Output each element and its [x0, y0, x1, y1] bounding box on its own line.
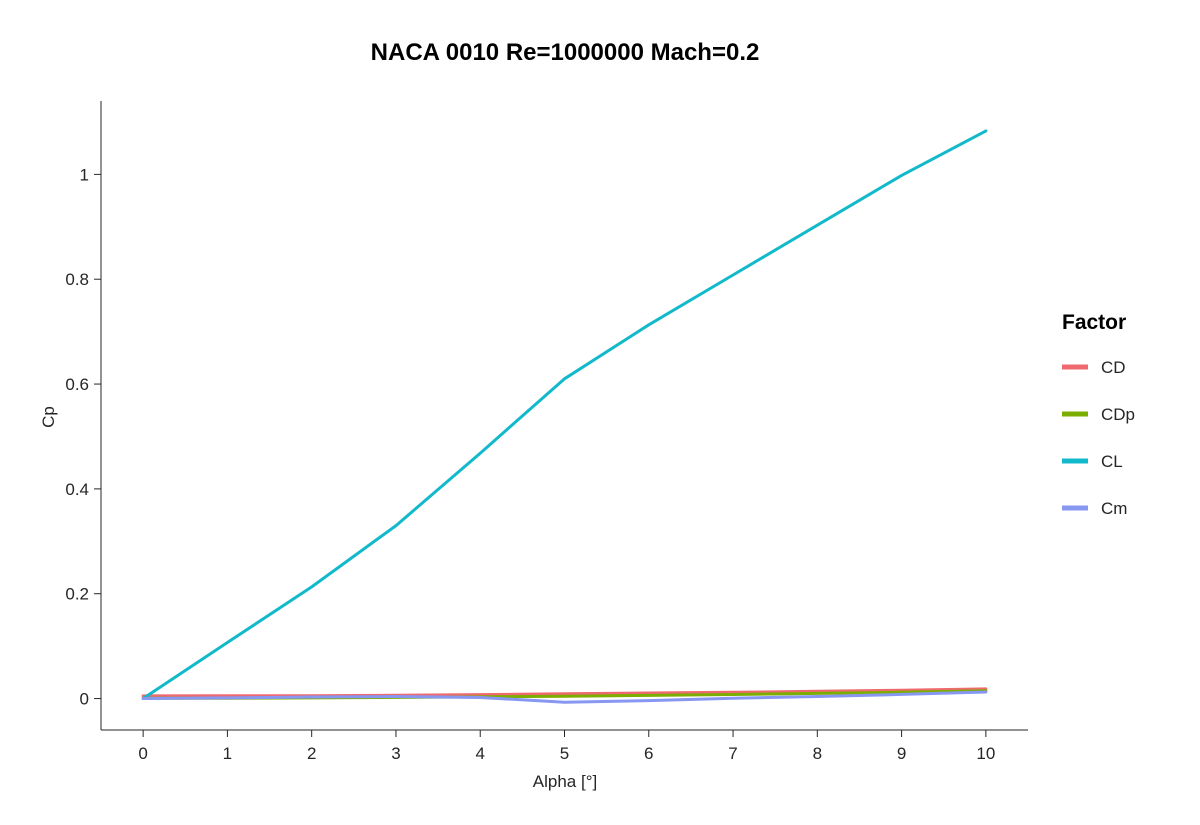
x-tick-label: 5 [560, 744, 569, 763]
x-tick-label: 7 [728, 744, 737, 763]
legend-label-cl: CL [1101, 452, 1123, 471]
series-group [141, 129, 988, 704]
series-line-cm [141, 690, 988, 704]
x-ticks: 0 1 2 3 4 5 6 7 8 9 10 [138, 730, 995, 763]
legend-label-cd: CD [1101, 358, 1126, 377]
x-tick-label: 10 [976, 744, 995, 763]
chart-title: NACA 0010 Re=1000000 Mach=0.2 [371, 39, 760, 66]
legend: Factor CD CDp CL Cm [1062, 311, 1135, 518]
legend-label-cdp: CDp [1101, 405, 1135, 424]
x-tick-label: 8 [813, 744, 822, 763]
x-tick-label: 6 [644, 744, 653, 763]
x-tick-label: 0 [138, 744, 147, 763]
y-axis-label: Cp [39, 406, 58, 428]
y-tick-label: 0.2 [65, 585, 89, 604]
x-tick-label: 2 [307, 744, 316, 763]
y-tick-label: 0.8 [65, 270, 89, 289]
x-tick-label: 9 [897, 744, 906, 763]
y-tick-label: 0 [80, 690, 89, 709]
legend-title: Factor [1062, 311, 1126, 334]
x-axis-label: Alpha [°] [533, 772, 597, 791]
y-ticks: 0 0.2 0.4 0.6 0.8 1 [65, 165, 101, 709]
x-tick-label: 1 [223, 744, 232, 763]
legend-label-cm: Cm [1101, 499, 1127, 518]
y-tick-label: 0.6 [65, 375, 89, 394]
y-tick-label: 0.4 [65, 480, 89, 499]
x-tick-label: 4 [475, 744, 484, 763]
series-line-cl [141, 129, 988, 700]
y-tick-label: 1 [80, 165, 89, 184]
series-line-cd [141, 687, 988, 698]
x-tick-label: 3 [391, 744, 400, 763]
